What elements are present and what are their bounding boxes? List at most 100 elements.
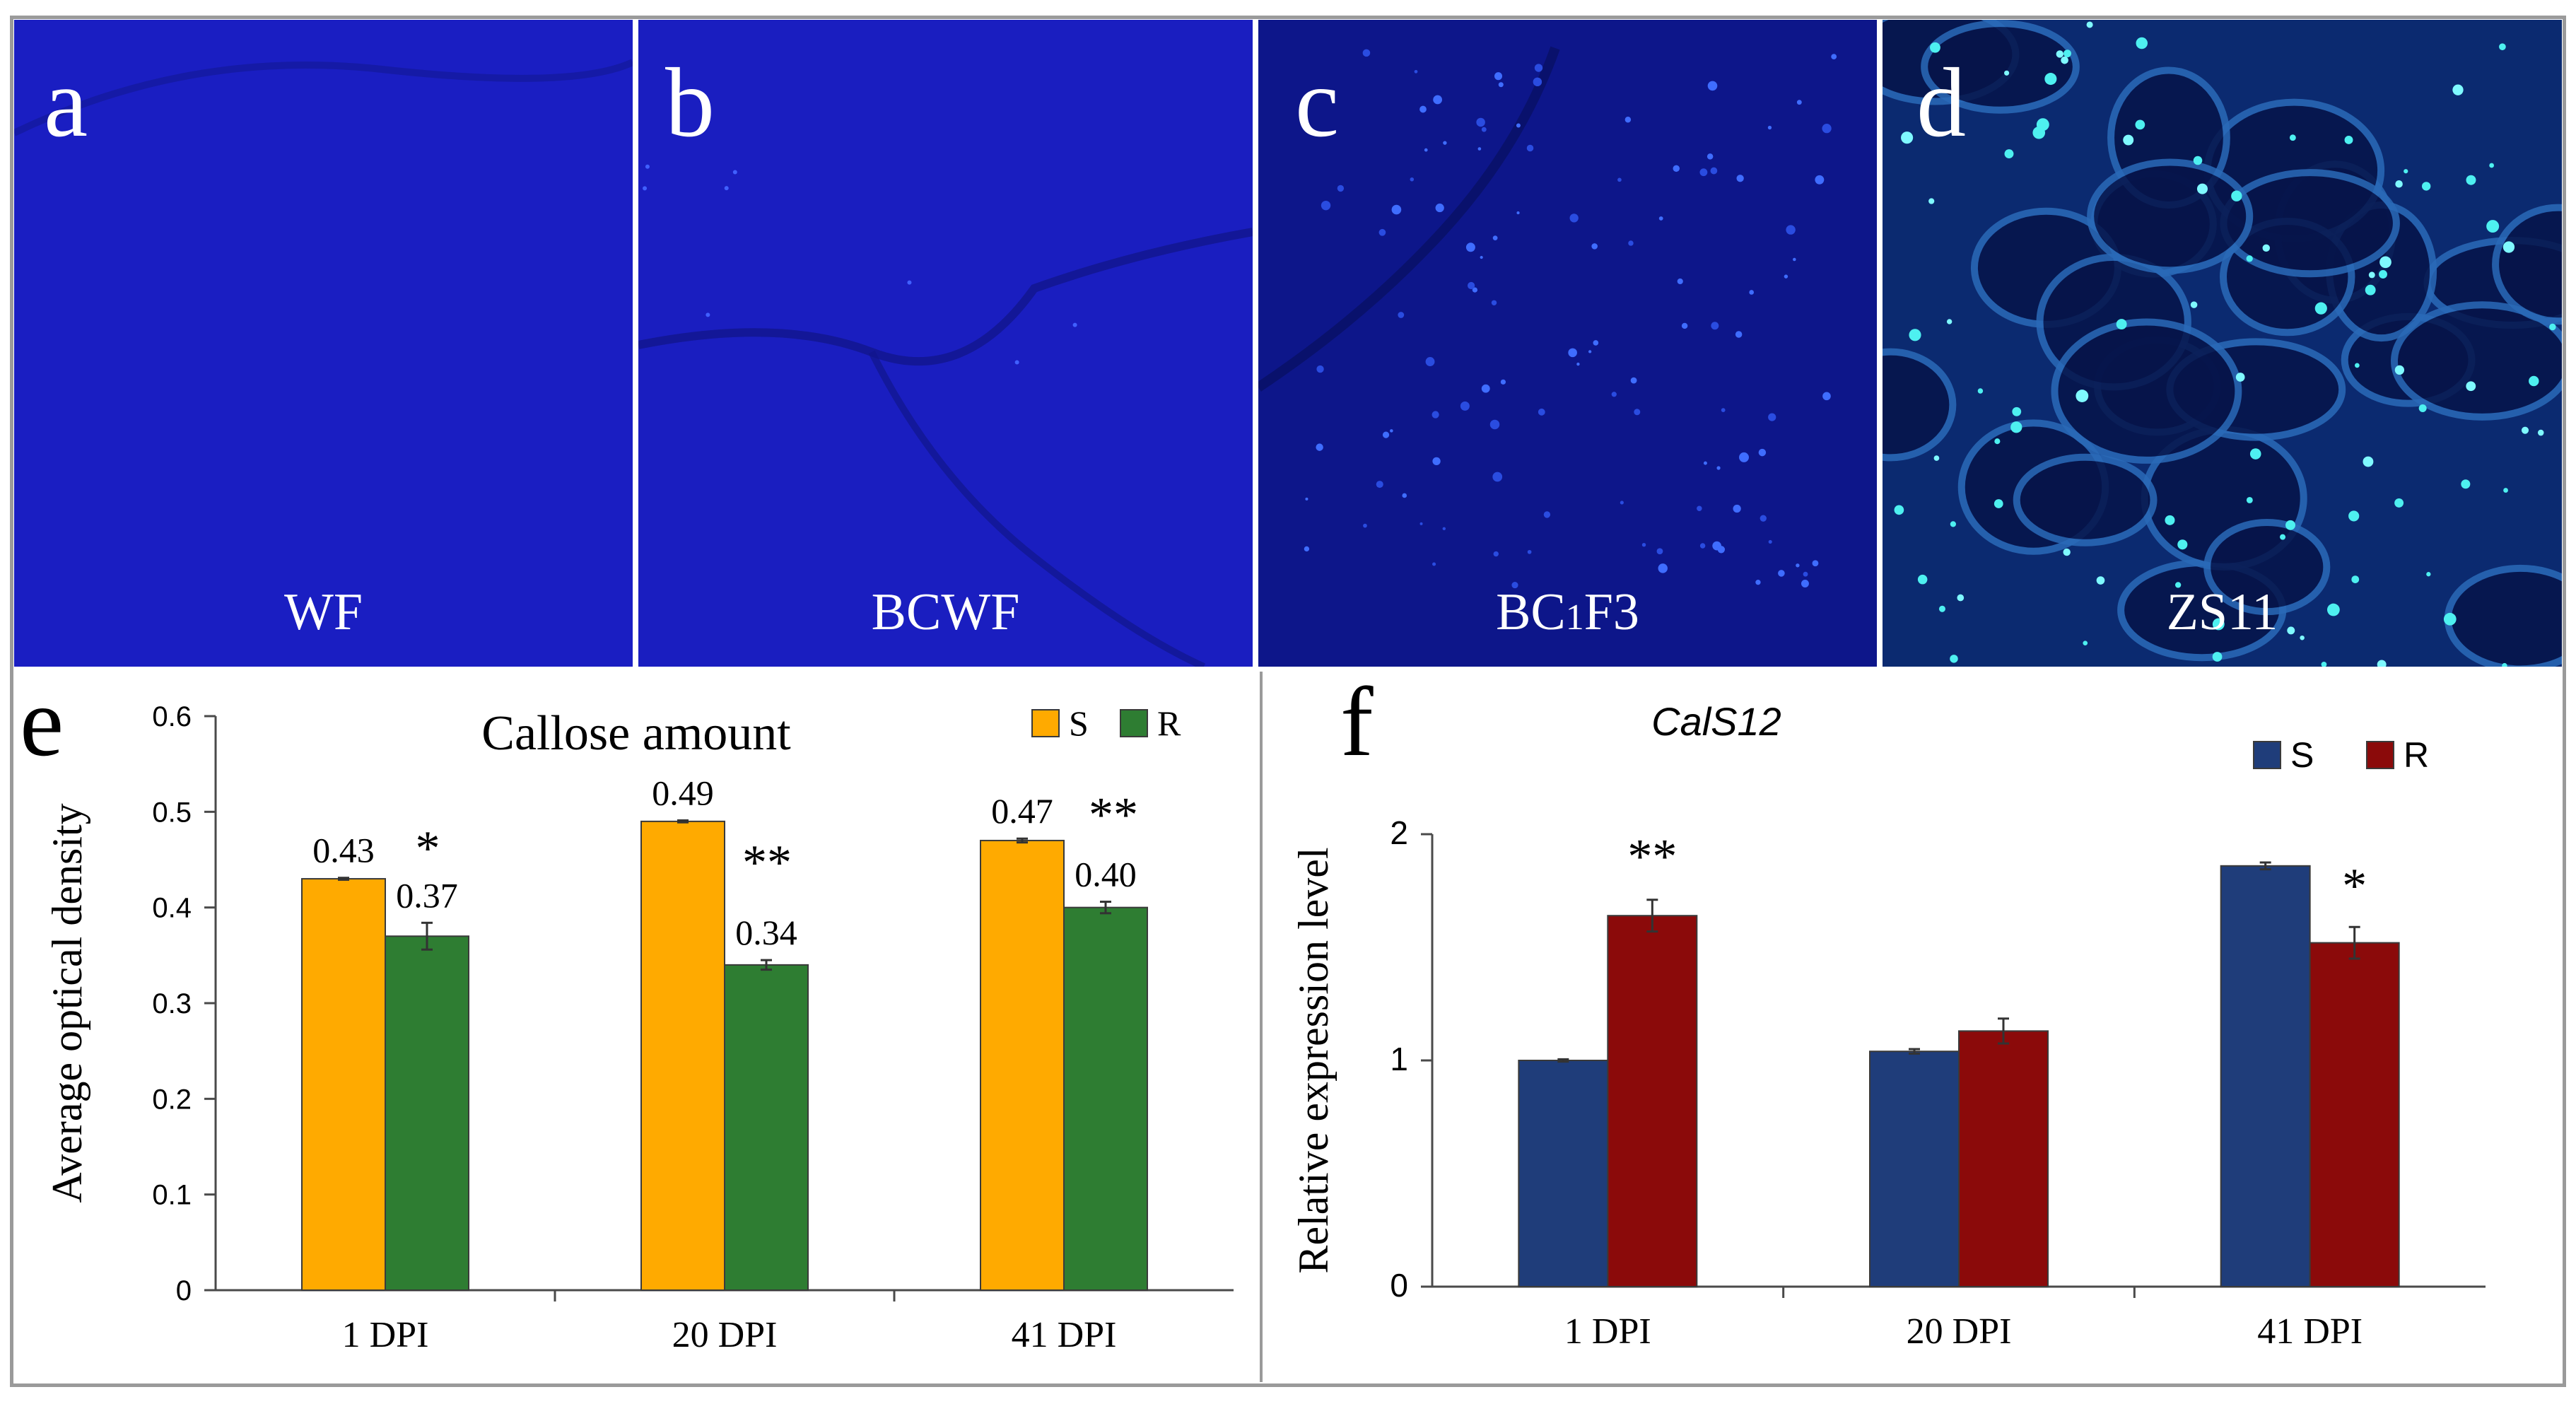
epidermal-cell — [1883, 348, 1957, 462]
callose-spot — [2502, 241, 2515, 253]
callose-spot — [2096, 576, 2105, 585]
callose-spot — [1894, 505, 1904, 515]
callose-spot — [1634, 409, 1641, 416]
callose-spot — [1957, 594, 1965, 602]
y-axis-label: Relative expression level — [1290, 847, 1337, 1273]
callose-spot — [1425, 357, 1435, 366]
callose-spot — [2076, 390, 2089, 402]
callose-spot — [1443, 141, 1447, 145]
epidermal-cell — [1921, 20, 2080, 114]
y-tick-label: 0.2 — [152, 1084, 192, 1115]
callose-spot — [1611, 392, 1617, 397]
significance-marker: ** — [1089, 788, 1138, 842]
data-label: 0.43 — [312, 831, 375, 870]
callose-spot — [1489, 419, 1500, 430]
callose-spot — [2421, 182, 2431, 191]
callose-spot — [2404, 169, 2408, 174]
data-label: 0.40 — [1075, 855, 1137, 894]
micrograph-label-c-tail: F3 — [1583, 583, 1639, 641]
callose-spot — [1617, 177, 1622, 182]
callose-spot — [2348, 510, 2360, 522]
callose-spot — [1755, 580, 1761, 585]
callose-spot — [1630, 377, 1637, 384]
micrograph-background — [638, 20, 1253, 667]
callose-spot — [1710, 167, 1718, 175]
data-label: 0.47 — [991, 791, 1053, 831]
callose-spot — [2212, 652, 2223, 662]
callose-spot — [1432, 457, 1441, 466]
callose-spot — [2521, 426, 2529, 434]
callose-spot — [2486, 220, 2500, 233]
callose-spot — [2032, 126, 2046, 139]
callose-spot — [1946, 319, 1953, 324]
callose-spot — [2010, 421, 2022, 433]
callose-spot — [1402, 493, 1407, 498]
micrograph-label-c-sub: 1 — [1565, 597, 1584, 638]
callose-spot — [2190, 301, 2198, 308]
callose-spot — [2502, 662, 2507, 667]
chart-f: f 0 1 2 Relative expression level 1 DPI ** 20 D… — [1290, 672, 2486, 1352]
callose-spot — [1717, 546, 1726, 554]
callose-spot — [1337, 185, 1345, 192]
callose-spot — [2123, 134, 2134, 146]
panel-letter-d: d — [1916, 48, 1966, 158]
callose-spot — [2377, 660, 2387, 667]
x-tick-label: 20 DPI — [672, 1315, 778, 1355]
chart-title: CalS12 — [1651, 699, 1781, 744]
callose-spot — [1721, 408, 1726, 413]
callose-spot — [2418, 404, 2427, 413]
callose-spot — [1593, 340, 1599, 346]
micrograph-label-c-main: BC — [1496, 583, 1566, 641]
callose-spot — [1822, 392, 1831, 401]
leaf-vein — [14, 59, 633, 136]
callose-spot — [2262, 244, 2270, 252]
x-tick-label: 41 DPI — [2257, 1311, 2363, 1352]
callose-spot — [1699, 543, 1706, 549]
callose-spot — [732, 170, 737, 175]
callose-spot — [1072, 322, 1077, 327]
callose-spot — [1681, 322, 1688, 329]
callose-spot — [1569, 213, 1579, 223]
callose-spot — [2499, 43, 2506, 51]
callose-spot — [1641, 542, 1646, 547]
leaf-vein — [1258, 46, 1560, 392]
callose-spot — [1760, 515, 1767, 522]
leaf-vein — [868, 350, 1206, 667]
callose-spot — [2285, 520, 2296, 530]
callose-spot — [2004, 149, 2014, 159]
callose-spot — [1378, 228, 1386, 236]
callose-spot — [1424, 148, 1428, 152]
callose-spot — [1419, 105, 1427, 113]
callose-spot — [1768, 539, 1772, 544]
x-tick-label: 1 DPI — [342, 1315, 429, 1355]
callose-spot — [645, 164, 650, 169]
callose-spot — [2212, 618, 2225, 631]
bar-R-41-DPI — [2309, 942, 2400, 1287]
callose-spot — [1398, 312, 1405, 318]
callose-spot — [2280, 534, 2286, 540]
bar-R-41-DPI — [1063, 906, 1148, 1291]
callose-spot — [1481, 384, 1490, 393]
bar-S-1-DPI — [301, 878, 386, 1292]
callose-spot — [1534, 64, 1543, 72]
callose-spot — [1930, 42, 1940, 53]
callose-spot — [724, 186, 729, 191]
callose-spot — [2086, 21, 2093, 28]
callose-spot — [2246, 255, 2253, 262]
callose-spot — [2044, 73, 2057, 86]
callose-spot — [1733, 504, 1741, 513]
epidermal-cell — [2087, 158, 2254, 274]
callose-spot — [2004, 70, 2010, 76]
bar-R-1-DPI — [385, 935, 469, 1291]
callose-spot — [1433, 95, 1442, 105]
bar-S-41-DPI — [2220, 865, 2311, 1287]
callose-spot — [1749, 290, 1755, 295]
callose-spot — [2314, 302, 2327, 315]
callose-spot — [1677, 278, 1683, 285]
callose-spot — [1716, 466, 1721, 470]
epidermal-cell — [2391, 301, 2562, 421]
micrograph-d-image — [1883, 20, 2562, 667]
callose-spot — [2443, 612, 2457, 626]
chart-title: Callose amount — [481, 706, 791, 761]
callose-spot — [2165, 515, 2175, 525]
